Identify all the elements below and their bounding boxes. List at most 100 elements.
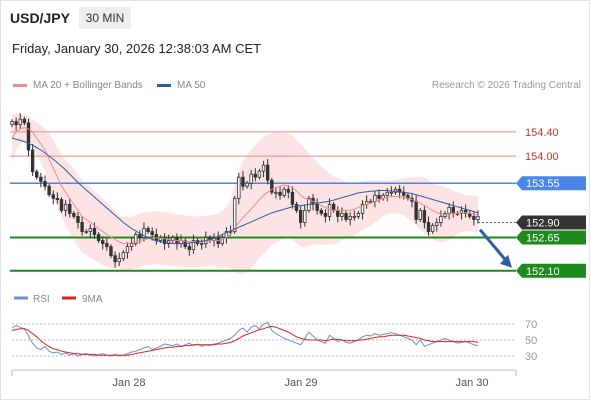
legend-ma20: MA 20 + Bollinger Bands <box>13 80 143 91</box>
candle-up <box>129 243 134 248</box>
candle-down <box>35 171 39 178</box>
candle-down <box>377 194 381 199</box>
candle-up <box>63 203 68 211</box>
candle-up <box>282 188 286 196</box>
rsi-ma-legend-label: 9MA <box>82 294 103 305</box>
candle-down <box>319 209 323 214</box>
level-tag-152.65 <box>516 230 586 245</box>
candle-down <box>30 149 35 173</box>
candle-up <box>158 237 163 241</box>
candle-down <box>109 246 113 257</box>
candle-down <box>162 237 167 244</box>
candle-up <box>430 225 435 232</box>
x-tick-label: Jan 28 <box>112 377 145 389</box>
candle-down <box>397 188 402 193</box>
candle-down <box>105 243 109 248</box>
candle-down <box>290 191 295 205</box>
candle-down <box>113 255 117 263</box>
candle-down <box>80 222 84 232</box>
ma50-swatch <box>157 83 171 87</box>
time-axis: Jan 28 Jan 29 Jan 30 <box>11 369 517 389</box>
candle-up <box>191 240 196 251</box>
candle-down <box>59 199 64 211</box>
level-label-154.40: 154.40 <box>525 127 559 139</box>
candle-up <box>261 164 266 172</box>
bollinger-band-layer <box>12 113 478 275</box>
candle-down <box>55 197 60 200</box>
candle-up <box>142 228 146 238</box>
candle-down <box>451 206 455 214</box>
candle-down <box>138 234 142 238</box>
level-tag-153.55 <box>516 176 586 191</box>
candle-down <box>47 185 51 196</box>
candle-up <box>121 252 126 260</box>
candle-down <box>265 164 270 181</box>
candle-up <box>356 213 361 217</box>
last-price-tag <box>516 215 586 230</box>
rsi-ma-line <box>11 325 479 356</box>
rsi-tick-30: 30 <box>525 351 537 363</box>
level-tags-layer: 154.40 154.00 153.55 152.65 152.10 152.90 <box>516 127 586 278</box>
candle-up <box>348 216 352 220</box>
candle-up <box>199 243 204 245</box>
candle-down <box>187 246 192 251</box>
candle-down <box>315 203 319 211</box>
rsi-panel: RSI 9MA 70 50 30 <box>11 294 537 363</box>
candle-up <box>245 182 249 187</box>
level-label-152.65: 152.65 <box>526 233 560 245</box>
forecast-arrow-head <box>500 254 512 268</box>
forecast-arrow <box>478 228 509 263</box>
candle-down <box>51 194 55 199</box>
candle-up <box>439 216 443 223</box>
candle-up <box>125 246 130 254</box>
candle-down <box>344 213 348 220</box>
rsi-line <box>11 321 479 357</box>
symbol-title: USD/JPY <box>10 10 70 26</box>
candle-down <box>14 121 18 126</box>
level-label-152.10: 152.10 <box>526 266 560 278</box>
ma20-label: MA 20 + Bollinger Bands <box>33 80 143 91</box>
moving-averages-layer <box>11 127 512 268</box>
candle-up <box>476 216 480 220</box>
candle-down <box>426 222 431 232</box>
candle-down <box>101 240 105 244</box>
candle-up <box>385 191 389 196</box>
candle-down <box>68 203 72 214</box>
rsi-tick-50: 50 <box>525 335 537 347</box>
candle-up <box>220 237 225 244</box>
timeframe-button[interactable]: 30 MIN <box>79 7 131 29</box>
candle-down <box>294 203 299 211</box>
candle-down <box>72 213 76 217</box>
candle-up <box>418 209 422 220</box>
candle-down <box>422 209 427 223</box>
candle-down <box>278 191 282 196</box>
level-tag-152.10 <box>516 263 586 278</box>
candle-up <box>327 203 332 217</box>
candle-down <box>92 228 97 235</box>
bollinger-band <box>12 113 478 275</box>
ma50-label: MA 50 <box>177 80 206 91</box>
research-credit: Research © 2026 Trading Central <box>431 80 581 91</box>
candle-up <box>10 121 14 126</box>
candle-up <box>373 194 377 202</box>
candle-up <box>84 231 88 233</box>
candle-down <box>96 234 101 241</box>
datetime-label: Friday, January 30, 2026 12:38:03 AM CET <box>12 41 262 56</box>
level-label-154.00: 154.00 <box>525 151 559 163</box>
candle-down <box>76 216 80 223</box>
candle-up <box>459 209 464 214</box>
candle-down <box>270 179 274 193</box>
legend-ma50: MA 50 <box>157 80 205 91</box>
x-tick-label: Jan 29 <box>284 377 317 389</box>
candle-down <box>286 188 291 193</box>
candle-down <box>39 176 43 182</box>
level-label-153.55: 153.55 <box>526 178 560 190</box>
candle-down <box>472 216 476 220</box>
candle-down <box>150 231 154 235</box>
candle-up <box>18 118 22 126</box>
candle-up <box>389 191 394 194</box>
candle-up <box>117 258 121 263</box>
candle-up <box>303 209 307 223</box>
candle-up <box>360 203 365 214</box>
